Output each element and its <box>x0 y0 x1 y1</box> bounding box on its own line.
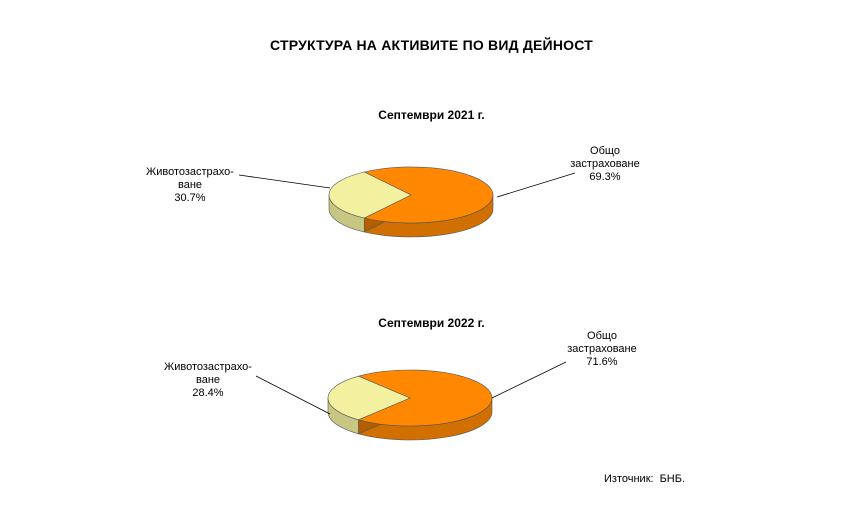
slice-name-line-2: ване <box>195 374 221 386</box>
slice-name-line-2: застраховане <box>567 343 637 355</box>
slice-name-line-1: Общо <box>590 145 620 157</box>
slice-value: 28.4% <box>192 387 224 399</box>
slice-value: 69.3% <box>589 171 621 183</box>
leader-line <box>491 361 567 399</box>
leader-line <box>238 174 331 189</box>
slice-name-line-2: застраховане <box>570 158 640 170</box>
pie-svg <box>255 361 567 441</box>
pie-slice-life <box>328 171 412 219</box>
leader-line <box>255 375 331 415</box>
slice-name-line-1: Животозастрахо- <box>164 361 252 373</box>
pie-chart-2021: Септември 2021 г. Общо застраховане 69.3… <box>0 100 863 300</box>
slice-label-life: Животозастрахо- ване 30.7% <box>130 166 250 205</box>
slice-name-line-2: ване <box>177 179 203 191</box>
slice-label-life: Животозастрахо- ване 28.4% <box>148 361 268 400</box>
source-note: Източник: БНБ. <box>604 473 691 485</box>
slice-name-line-1: Животозастрахо- <box>146 166 234 178</box>
page-title: СТРУКТУРА НА АКТИВИТЕ ПО ВИД ДЕЙНОСТ <box>270 37 593 53</box>
slice-label-general: Общо застраховане 69.3% <box>555 145 655 184</box>
leader-line <box>496 172 576 198</box>
pie-slice-life <box>327 375 411 421</box>
slice-label-general: Общо застраховане 71.6% <box>552 330 652 369</box>
pie-svg <box>238 166 576 238</box>
chart-title: Септември 2022 г. <box>378 316 485 330</box>
pie-slice-general <box>363 166 494 224</box>
source-value: БНБ. <box>659 473 685 485</box>
slice-value: 71.6% <box>586 356 618 368</box>
slice-value: 30.7% <box>174 192 206 204</box>
pie-chart-2022: Септември 2022 г. Общо застраховане 71.6… <box>0 308 863 508</box>
source-label: Източник: <box>604 473 654 485</box>
slice-name-line-1: Общо <box>587 330 617 342</box>
chart-title: Септември 2021 г. <box>378 108 485 122</box>
pie-slice-general <box>357 369 493 427</box>
